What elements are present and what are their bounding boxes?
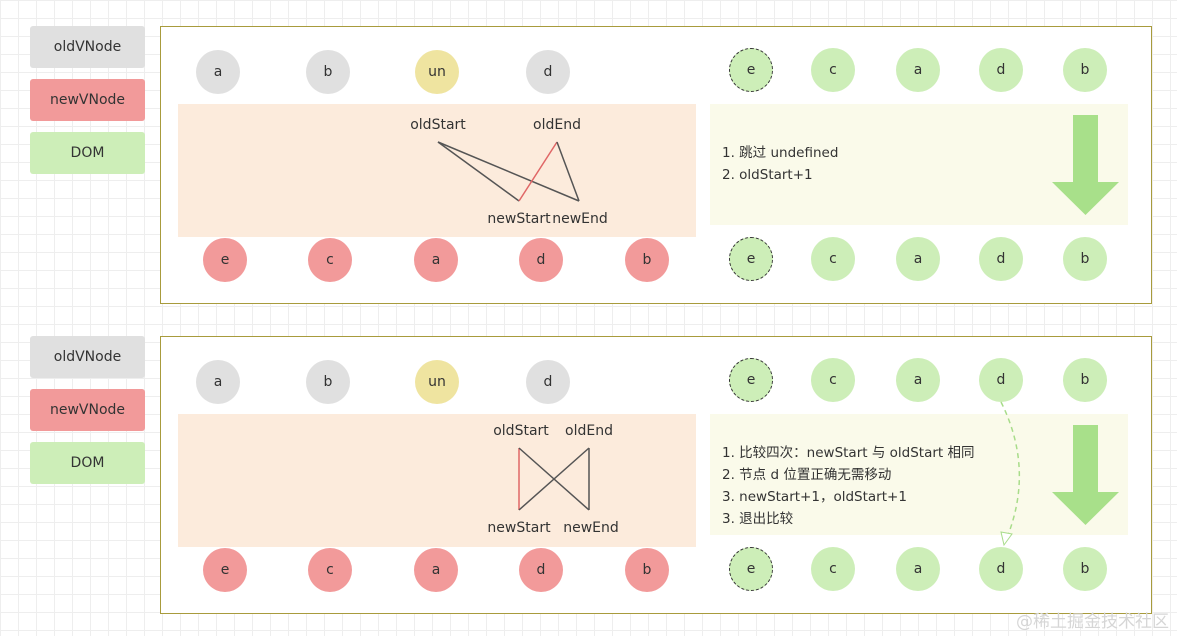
notes-area [710, 104, 1128, 225]
old-vnode: b [306, 50, 350, 94]
dom-node: c [811, 358, 855, 402]
dom-node: a [896, 48, 940, 92]
pointer-label-newEnd: newEnd [552, 211, 608, 227]
new-vnode: c [308, 238, 352, 282]
pointer-label-oldEnd: oldEnd [565, 423, 613, 439]
down-arrow-icon [1052, 115, 1119, 215]
dom-node: c [811, 48, 855, 92]
dom-node: d [979, 237, 1023, 281]
legend-old: oldVNode [30, 26, 145, 68]
new-vnode: b [625, 238, 669, 282]
note-line: 3. 退出比较 [722, 511, 794, 527]
old-vnode: a [196, 360, 240, 404]
compare-line [518, 141, 558, 202]
new-vnode: e [203, 548, 247, 592]
pointer-label-newStart: newStart [487, 520, 551, 536]
note-line: 1. 比较四次：newStart 与 oldStart 相同 [722, 445, 975, 461]
dom-node: e [729, 358, 773, 402]
new-vnode: a [414, 238, 458, 282]
dom-node: e [729, 48, 773, 92]
dom-node: b [1063, 48, 1107, 92]
old-vnode: d [526, 360, 570, 404]
legend-dom: DOM [30, 442, 145, 484]
dom-node: b [1063, 547, 1107, 591]
note-line: 2. 节点 d 位置正确无需移动 [722, 467, 892, 483]
pointer-area [178, 104, 696, 237]
compare-line [556, 141, 580, 202]
dom-node: a [896, 547, 940, 591]
dom-node: b [1063, 358, 1107, 402]
new-vnode: e [203, 238, 247, 282]
new-vnode: d [519, 548, 563, 592]
new-vnode: c [308, 548, 352, 592]
legend-new: newVNode [30, 79, 145, 121]
note-line: 2. oldStart+1 [722, 167, 813, 183]
new-vnode: a [414, 548, 458, 592]
dom-node: d [979, 48, 1023, 92]
watermark: @稀土掘金技术社区 [1016, 612, 1169, 632]
legend-old: oldVNode [30, 336, 145, 378]
arrowhead-icon [1000, 531, 1013, 547]
pointer-label-oldEnd: oldEnd [533, 117, 581, 133]
notes-area [710, 414, 1128, 535]
compare-line [518, 447, 590, 511]
pointer-label-oldStart: oldStart [410, 117, 466, 133]
pointer-label-newEnd: newEnd [563, 520, 619, 536]
old-vnode: d [526, 50, 570, 94]
notes-text: 1. 比较四次：newStart 与 oldStart 相同 2. 节点 d 位置… [722, 442, 975, 530]
pointer-label-oldStart: oldStart [493, 423, 549, 439]
new-vnode: b [625, 548, 669, 592]
note-line: 3. newStart+1，oldStart+1 [722, 489, 907, 505]
old-vnode: un [415, 360, 459, 404]
dom-node: a [896, 358, 940, 402]
old-vnode: un [415, 50, 459, 94]
move-curve [1000, 401, 1021, 541]
dom-node: c [811, 547, 855, 591]
dom-node: e [729, 547, 773, 591]
dom-node: e [729, 237, 773, 281]
compare-line [437, 141, 580, 202]
notes-text: 1. 跳过 undefined 2. oldStart+1 [722, 142, 838, 186]
compare-line [437, 141, 520, 202]
pointer-area [178, 414, 696, 547]
note-line: 1. 跳过 undefined [722, 145, 839, 161]
dom-node: d [979, 358, 1023, 402]
pointer-label-newStart: newStart [487, 211, 551, 227]
new-vnode: d [519, 238, 563, 282]
dom-node: a [896, 237, 940, 281]
down-arrow-icon [1052, 425, 1119, 525]
legend-dom: DOM [30, 132, 145, 174]
dom-node: d [979, 547, 1023, 591]
old-vnode: a [196, 50, 240, 94]
legend-new: newVNode [30, 389, 145, 431]
dom-node: b [1063, 237, 1107, 281]
dom-node: c [811, 237, 855, 281]
old-vnode: b [306, 360, 350, 404]
